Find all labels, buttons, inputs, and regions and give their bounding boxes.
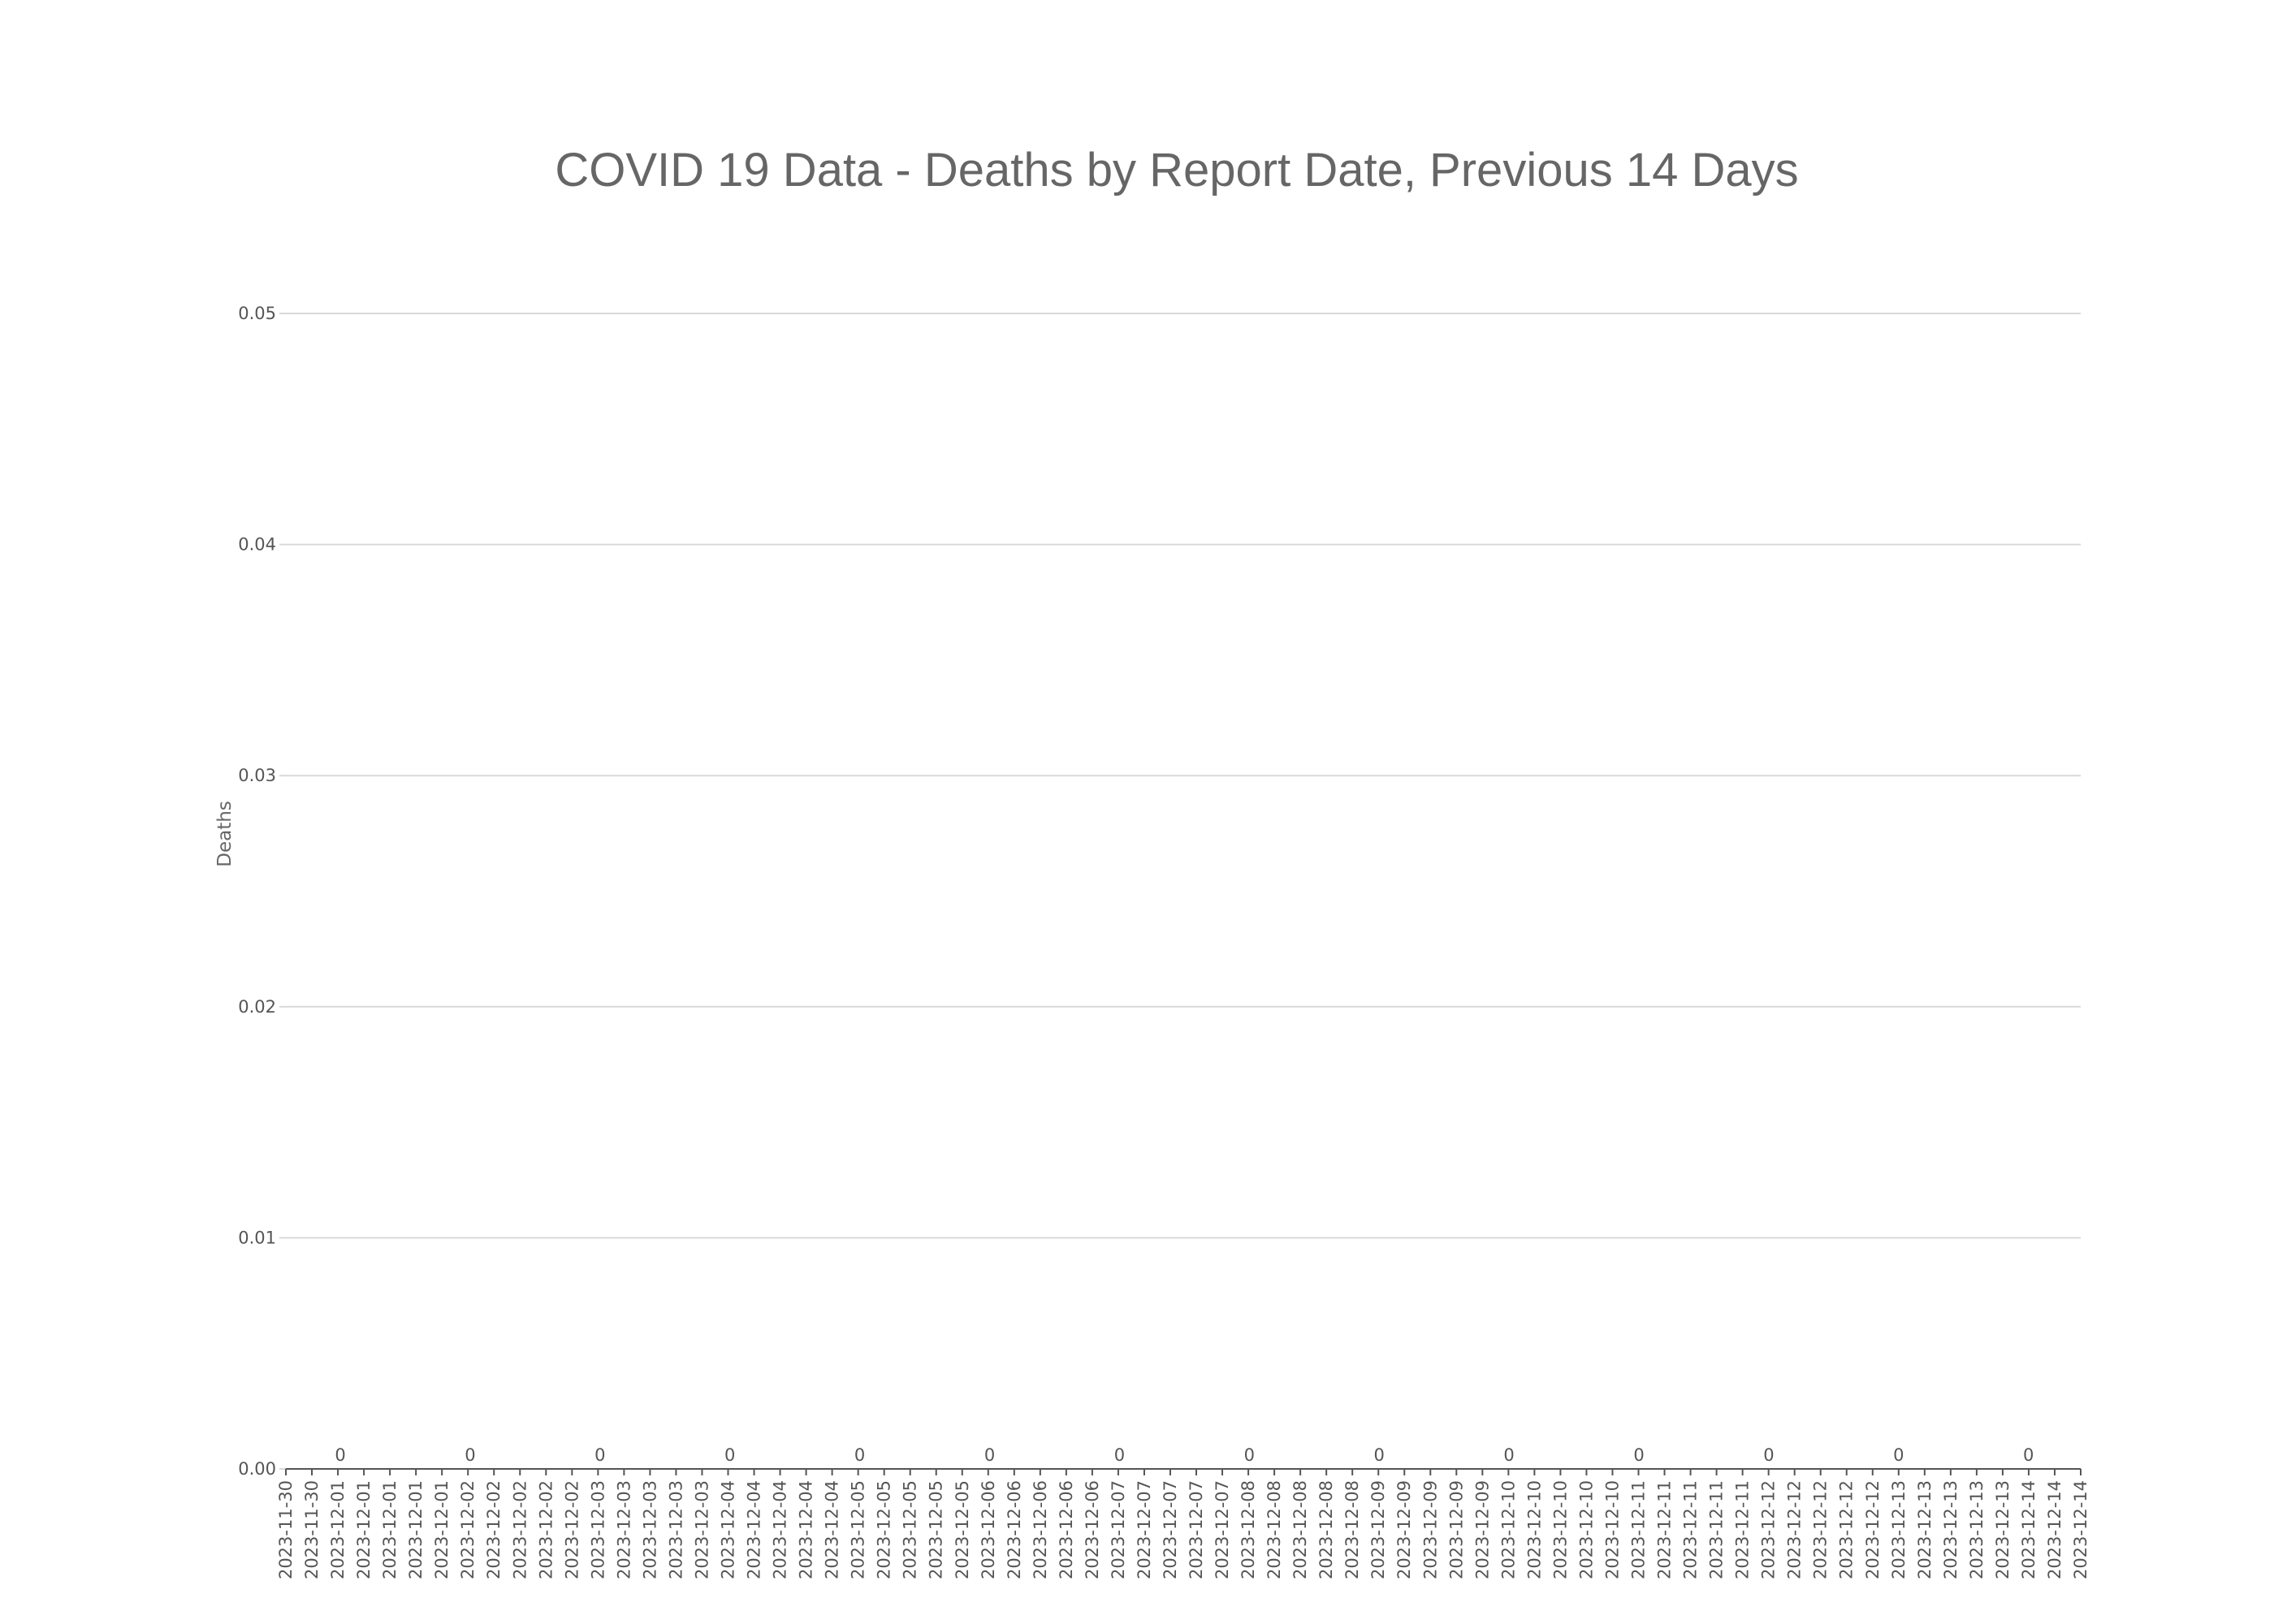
x-tick-label: 2023-12-05 <box>953 1480 972 1579</box>
x-tick-label: 2023-12-03 <box>692 1480 711 1579</box>
data-label: 0 <box>1374 1445 1385 1465</box>
x-tick-label: 2023-12-04 <box>771 1480 790 1579</box>
chart-title: COVID 19 Data - Deaths by Report Date, P… <box>555 144 1799 197</box>
x-tick-label: 2023-12-06 <box>1005 1480 1024 1579</box>
x-tick-label: 2023-12-03 <box>614 1480 633 1579</box>
data-label: 0 <box>465 1445 475 1465</box>
data-label: 0 <box>1503 1445 1514 1465</box>
x-tick-label: 2023-12-05 <box>901 1480 920 1579</box>
x-tick-label: 2023-12-14 <box>2045 1480 2064 1579</box>
x-tick-label: 2023-12-09 <box>1394 1480 1414 1579</box>
x-tick-label: 2023-12-05 <box>927 1480 946 1579</box>
x-tick-label: 2023-12-10 <box>1498 1480 1518 1579</box>
x-tick-label: 2023-12-12 <box>1785 1480 1805 1579</box>
y-tick-label: 0.05 <box>238 304 276 323</box>
y-tick-label: 0.02 <box>238 997 276 1017</box>
x-tick-label: 2023-12-12 <box>1837 1480 1857 1579</box>
x-tick-label: 2023-12-08 <box>1316 1480 1336 1579</box>
x-tick-label: 2023-12-10 <box>1576 1480 1596 1579</box>
x-tick-label: 2023-12-04 <box>823 1480 842 1579</box>
data-label: 0 <box>594 1445 605 1465</box>
x-tick-label: 2023-12-07 <box>1135 1480 1154 1579</box>
x-tick-label: 2023-12-03 <box>640 1480 659 1579</box>
y-tick-label: 0.03 <box>238 766 276 785</box>
x-tick-label: 2023-12-06 <box>1031 1480 1050 1579</box>
x-tick-label: 2023-12-03 <box>666 1480 685 1579</box>
x-tick-label: 2023-12-06 <box>979 1480 998 1579</box>
x-tick-label: 2023-12-01 <box>432 1480 452 1579</box>
data-label: 0 <box>335 1445 345 1465</box>
x-tick-label: 2023-12-08 <box>1290 1480 1310 1579</box>
x-tick-label: 2023-12-07 <box>1109 1480 1128 1579</box>
x-tick-label: 2023-12-08 <box>1342 1480 1362 1579</box>
x-tick-label: 2023-12-13 <box>1993 1480 2012 1579</box>
x-tick-label: 2023-12-11 <box>1655 1480 1675 1579</box>
x-tick-label: 2023-12-14 <box>2071 1480 2090 1579</box>
data-label: 0 <box>1244 1445 1255 1465</box>
x-tick-label: 2023-12-12 <box>1759 1480 1779 1579</box>
x-tick-label: 2023-12-07 <box>1213 1480 1232 1579</box>
data-label: 0 <box>854 1445 865 1465</box>
x-tick-label: 2023-12-06 <box>1083 1480 1102 1579</box>
x-tick-label: 2023-12-12 <box>1863 1480 1883 1579</box>
x-tick-label: 2023-12-09 <box>1420 1480 1440 1579</box>
data-label: 0 <box>984 1445 995 1465</box>
y-tick-label: 0.00 <box>238 1459 276 1479</box>
x-tick-label: 2023-12-02 <box>484 1480 504 1579</box>
x-tick-label: 2023-12-02 <box>458 1480 478 1579</box>
x-tick-label: 2023-12-11 <box>1707 1480 1727 1579</box>
x-tick-label: 2023-12-13 <box>1941 1480 1961 1579</box>
x-tick-label: 2023-12-10 <box>1602 1480 1622 1579</box>
x-tick-label: 2023-12-04 <box>797 1480 816 1579</box>
x-tick-label: 2023-12-01 <box>380 1480 400 1579</box>
x-tick-label: 2023-12-08 <box>1265 1480 1284 1579</box>
x-tick-label: 2023-12-13 <box>1889 1480 1909 1579</box>
x-tick-label: 2023-12-03 <box>588 1480 607 1579</box>
x-tick-label: 2023-12-07 <box>1161 1480 1180 1579</box>
x-tick-label: 2023-12-07 <box>1187 1480 1206 1579</box>
data-label: 0 <box>2023 1445 2034 1465</box>
x-tick-label: 2023-12-01 <box>354 1480 374 1579</box>
x-tick-label: 2023-11-30 <box>302 1480 322 1579</box>
data-label: 0 <box>1893 1445 1904 1465</box>
x-tick-label: 2023-12-10 <box>1550 1480 1570 1579</box>
x-tick-label: 2023-12-12 <box>1811 1480 1831 1579</box>
x-tick-label: 2023-12-09 <box>1472 1480 1492 1579</box>
x-tick-label: 2023-12-02 <box>562 1480 581 1579</box>
x-tick-label: 2023-12-09 <box>1446 1480 1466 1579</box>
x-tick-label: 2023-12-11 <box>1681 1480 1701 1579</box>
x-tick-label: 2023-12-02 <box>510 1480 530 1579</box>
data-label: 0 <box>724 1445 735 1465</box>
y-axis-label: Deaths <box>214 801 236 867</box>
x-tick-label: 2023-12-09 <box>1368 1480 1388 1579</box>
y-tick-label: 0.01 <box>238 1228 276 1247</box>
x-tick-label: 2023-12-11 <box>1629 1480 1649 1579</box>
x-tick-label: 2023-12-05 <box>849 1480 868 1579</box>
y-tick-label: 0.04 <box>238 535 276 555</box>
data-label: 0 <box>1633 1445 1644 1465</box>
x-tick-label: 2023-12-01 <box>406 1480 426 1579</box>
x-tick-label: 2023-12-04 <box>745 1480 764 1579</box>
x-tick-label: 2023-12-14 <box>2019 1480 2038 1579</box>
x-tick-label: 2023-12-10 <box>1524 1480 1544 1579</box>
data-label: 0 <box>1114 1445 1125 1465</box>
x-tick-label: 2023-12-02 <box>536 1480 556 1579</box>
x-tick-label: 2023-12-08 <box>1239 1480 1258 1579</box>
x-tick-label: 2023-11-30 <box>276 1480 296 1579</box>
x-tick-label: 2023-12-11 <box>1733 1480 1753 1579</box>
data-label: 0 <box>1763 1445 1774 1465</box>
x-tick-label: 2023-12-13 <box>1915 1480 1935 1579</box>
x-tick-label: 2023-12-06 <box>1057 1480 1076 1579</box>
x-tick-label: 2023-12-13 <box>1967 1480 1987 1579</box>
x-tick-label: 2023-12-05 <box>875 1480 894 1579</box>
x-tick-label: 2023-12-01 <box>328 1480 348 1579</box>
x-tick-label: 2023-12-04 <box>718 1480 737 1579</box>
